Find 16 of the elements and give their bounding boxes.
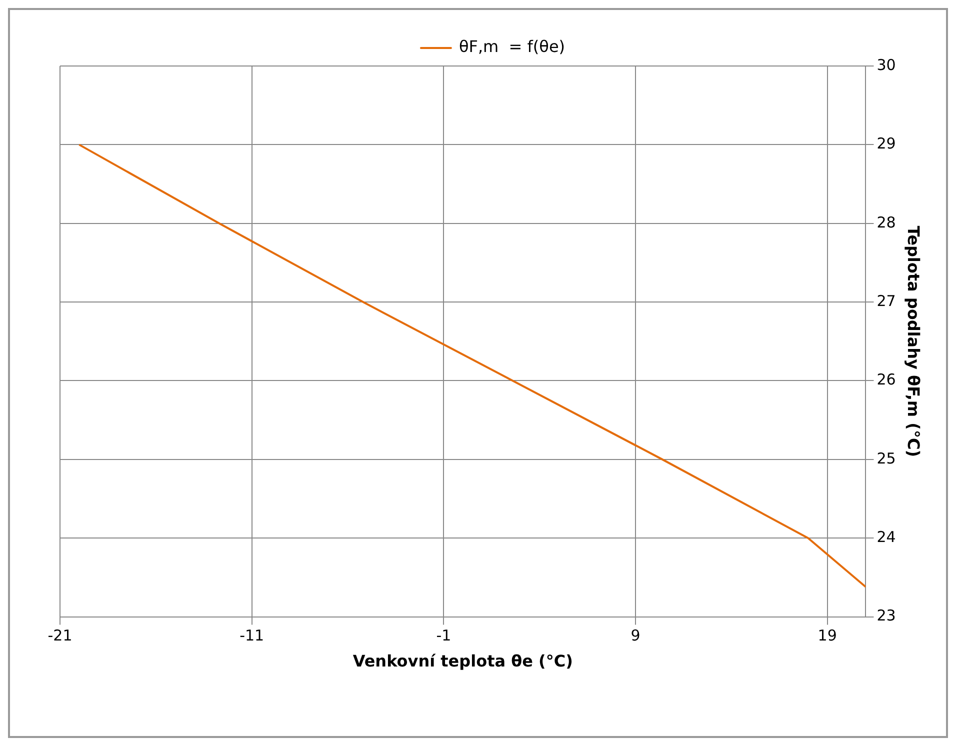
x-tick-label: 9 xyxy=(630,626,640,645)
y-tick-label: 26 xyxy=(876,370,896,389)
legend-label: θF,m = f(θe) xyxy=(458,37,566,56)
y-tick-label: 30 xyxy=(876,56,896,74)
y-tick-label: 24 xyxy=(876,528,896,546)
x-axis-title: Venkovní teplota θe (°C) xyxy=(352,652,573,671)
y-tick-label: 28 xyxy=(876,213,896,232)
x-tick-label: -1 xyxy=(436,626,452,645)
y-tick-label: 27 xyxy=(876,292,896,310)
y-tick-label: 23 xyxy=(876,606,896,625)
x-tick-label: 19 xyxy=(818,626,837,645)
x-tick-label: -11 xyxy=(240,626,264,645)
y-axis-title: Teplota podlahy θF,m (°C) xyxy=(904,226,924,457)
x-tick-label: -21 xyxy=(48,626,72,645)
y-tick-label: 25 xyxy=(876,449,896,468)
y-tick-label: 29 xyxy=(876,134,896,153)
